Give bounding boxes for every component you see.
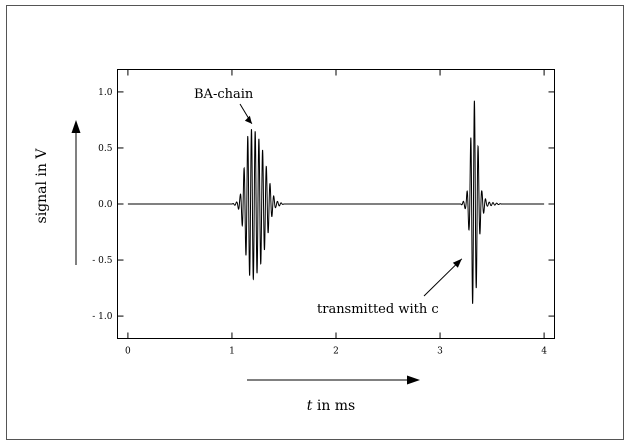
x-axis-ticks: 0 1 2 3 4 [125,69,547,357]
annotation-transmitted-arrowhead [452,258,462,268]
y-tick-label: 0.5 [98,144,113,154]
x-tick-label: 1 [229,347,235,357]
x-tick-label: 4 [541,347,547,357]
y-tick-label: 1.0 [98,88,113,98]
y-tick-label: - 1.0 [92,312,112,322]
x-tick-label: 2 [333,347,339,357]
x-tick-label: 3 [437,347,443,357]
annotation-ba-chain-arrowhead [244,115,252,124]
annotation-ba-chain: BA-chain [194,87,254,102]
series-layer [127,100,545,304]
x-tick-label: 0 [125,347,131,357]
signal-series-line [127,100,545,304]
x-axis-label: t in ms [307,398,356,414]
y-axis-label: signal in V [34,148,50,224]
y-axis-arrowhead [71,120,81,133]
figure-frame [6,5,624,440]
y-tick-label: - 0.5 [92,256,112,266]
y-tick-label: 0.0 [98,200,113,210]
x-axis-arrowhead [407,375,420,385]
y-axis-ticks: 1.0 0.5 0.0 - 0.5 - 1.0 [92,88,555,322]
annotation-transmitted: transmitted with c [317,302,439,317]
annotation-layer: BA-chain transmitted with c [194,87,463,317]
